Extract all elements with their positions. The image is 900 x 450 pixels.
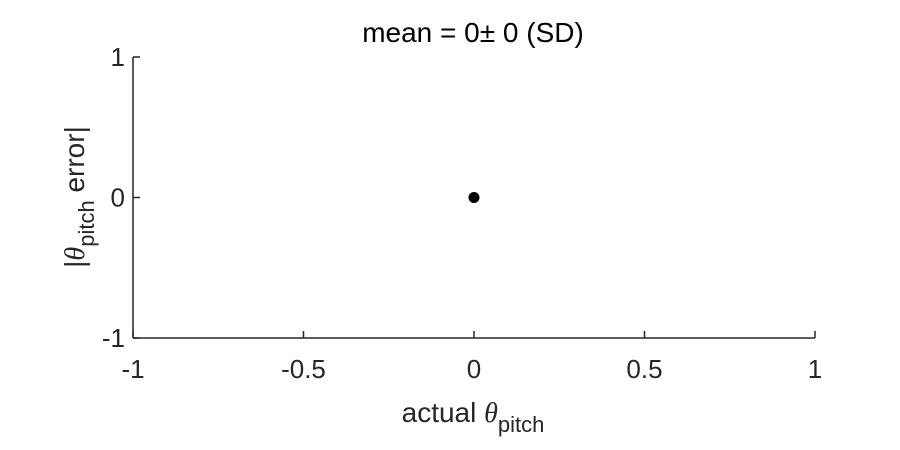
x-ticks: -1 -0.5 0 0.5 1 xyxy=(121,331,822,384)
title-pm: ± xyxy=(480,17,495,48)
x-axis-label-symbol: θ xyxy=(484,398,498,429)
title-mean: 0 xyxy=(464,17,480,48)
chart-title: mean = 0± 0 (SD) xyxy=(362,17,584,48)
title-suffix: (SD) xyxy=(518,17,583,48)
x-axis-label-subscript: pitch xyxy=(498,412,544,437)
y-tick-label: -1 xyxy=(102,323,125,353)
x-tick-label: 0 xyxy=(467,354,481,384)
y-axis-label-text: error| xyxy=(59,126,90,200)
y-axis-label-symbol: θ xyxy=(60,247,91,261)
x-axis-label: actual θpitch xyxy=(402,397,545,437)
y-axis-label-subscript: pitch xyxy=(74,200,99,246)
x-tick-label: -1 xyxy=(121,354,144,384)
y-tick-label: 0 xyxy=(111,183,125,213)
data-points xyxy=(468,192,480,203)
x-tick-label: 1 xyxy=(808,354,822,384)
y-axis-label-prefix: | xyxy=(59,261,90,268)
x-tick-label: -0.5 xyxy=(281,354,326,384)
x-axis-label-text: actual xyxy=(402,397,485,428)
y-tick-label: 1 xyxy=(111,42,125,72)
title-sd: 0 xyxy=(495,17,518,48)
y-axis-label: |θpitch error| xyxy=(59,126,99,268)
y-ticks: -1 0 1 xyxy=(102,42,140,353)
title-prefix: mean = xyxy=(362,17,464,48)
data-point xyxy=(468,192,480,203)
x-tick-label: 0.5 xyxy=(626,354,662,384)
